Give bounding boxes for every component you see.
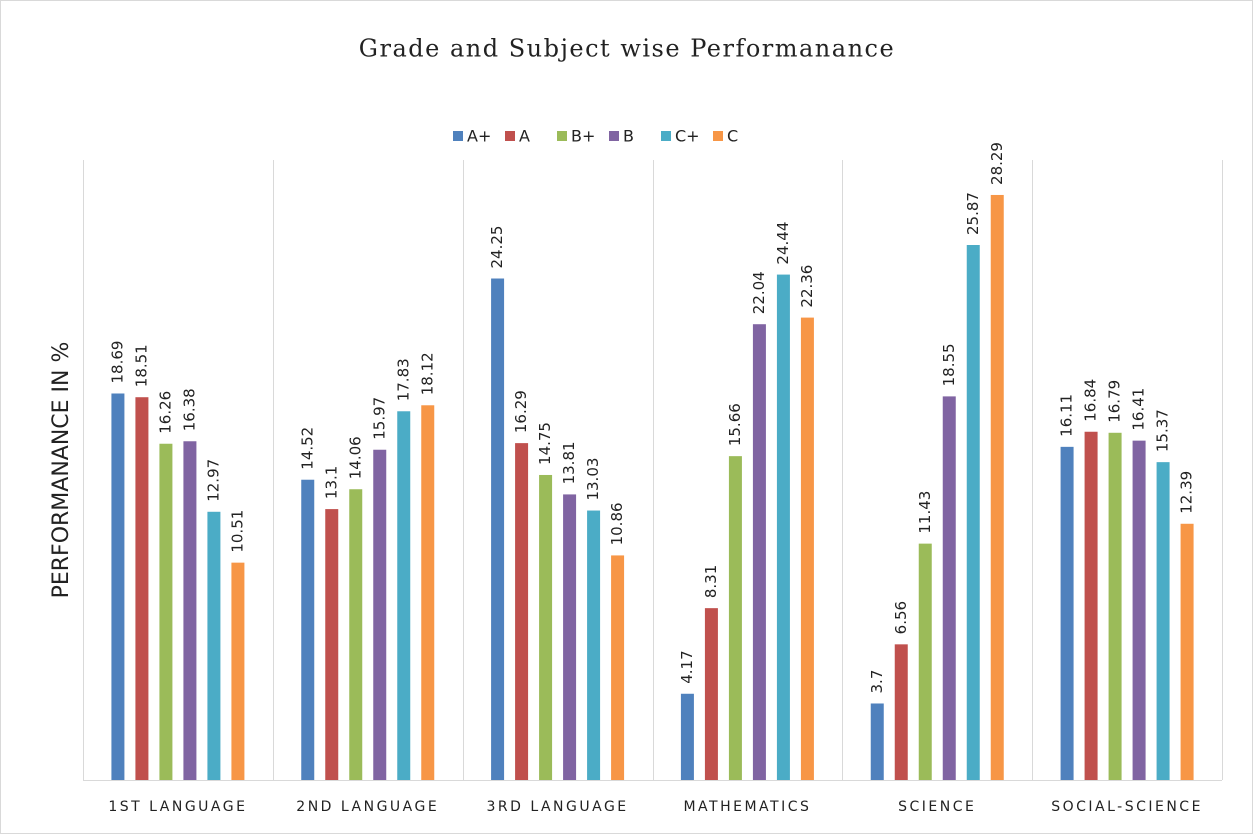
data-label: 10.86 <box>608 502 626 545</box>
bar <box>421 405 435 780</box>
bar <box>942 396 956 780</box>
data-label: 11.43 <box>916 491 934 534</box>
bar <box>870 703 884 780</box>
bar <box>349 489 363 780</box>
legend-swatch <box>453 131 463 141</box>
bar <box>918 543 932 780</box>
bar <box>491 278 505 780</box>
bar <box>135 397 149 780</box>
bar <box>800 317 814 780</box>
data-label: 24.25 <box>488 226 506 269</box>
data-label: 16.11 <box>1058 394 1076 437</box>
data-label: 16.29 <box>512 390 530 433</box>
data-label: 22.36 <box>798 265 816 308</box>
legend-label: A+ <box>467 127 491 146</box>
bar <box>373 449 387 780</box>
bar <box>539 474 553 780</box>
legend-swatch <box>557 131 567 141</box>
bar <box>111 393 125 780</box>
data-label: 18.69 <box>108 341 126 384</box>
bar <box>231 562 245 780</box>
data-label: 22.04 <box>750 271 768 314</box>
data-label: 28.29 <box>988 142 1006 185</box>
bar <box>1180 523 1194 780</box>
bar <box>680 693 694 780</box>
data-label: 15.97 <box>370 397 388 440</box>
bar <box>704 608 718 780</box>
bar <box>966 245 980 780</box>
data-label: 16.26 <box>156 391 174 434</box>
data-label: 13.03 <box>584 458 602 501</box>
legend-swatch <box>661 131 671 141</box>
legend-label: C <box>727 127 738 146</box>
data-label: 3.7 <box>868 670 886 694</box>
data-label: 6.56 <box>892 601 910 634</box>
data-label: 15.37 <box>1154 409 1172 452</box>
data-label: 24.44 <box>774 222 792 265</box>
data-label: 12.97 <box>204 459 222 502</box>
data-label: 14.06 <box>346 436 364 479</box>
legend-label: B <box>623 127 634 146</box>
data-label: 16.79 <box>1106 380 1124 423</box>
legend-swatch <box>609 131 619 141</box>
legend-label: A <box>519 127 530 146</box>
y-axis-label: PERFORMANANCE IN % <box>49 342 74 599</box>
data-label: 16.41 <box>1130 388 1148 431</box>
data-label: 16.38 <box>180 388 198 431</box>
x-tick-label: SOCIAL-SCIENCE <box>1051 799 1203 815</box>
data-label: 15.66 <box>726 403 744 446</box>
bar <box>1060 446 1074 780</box>
x-tick-label: SCIENCE <box>898 799 976 815</box>
legend-swatch <box>713 131 723 141</box>
bar <box>587 510 601 780</box>
bar <box>515 443 529 780</box>
data-label: 25.87 <box>964 192 982 235</box>
data-label: 13.81 <box>560 441 578 484</box>
bar <box>611 555 625 780</box>
bar <box>728 456 742 780</box>
data-label: 10.51 <box>228 510 246 553</box>
legend-label: C+ <box>675 127 700 146</box>
x-tick-label: MATHEMATICS <box>683 799 811 815</box>
x-tick-label: 1ST LANGUAGE <box>108 799 247 815</box>
data-label: 8.31 <box>702 565 720 598</box>
bar <box>301 479 315 780</box>
legend-label: B+ <box>571 127 595 146</box>
bar <box>776 274 790 780</box>
bar <box>159 443 173 780</box>
data-label: 18.55 <box>940 343 958 386</box>
data-label: 4.17 <box>678 650 696 683</box>
bar <box>1084 431 1098 780</box>
bar <box>397 411 411 780</box>
data-label: 18.12 <box>418 352 436 395</box>
data-label: 18.51 <box>132 344 150 387</box>
bar <box>990 194 1004 781</box>
data-label: 13.1 <box>322 466 340 499</box>
bar <box>325 509 339 780</box>
bar <box>752 324 766 780</box>
data-label: 16.84 <box>1082 379 1100 422</box>
bar <box>1108 432 1122 780</box>
bar <box>894 644 908 780</box>
data-label: 12.39 <box>1178 471 1196 514</box>
bar <box>1156 462 1170 780</box>
x-tick-label: 3RD LANGUAGE <box>486 799 628 815</box>
x-tick-label: 2ND LANGUAGE <box>296 799 439 815</box>
legend-swatch <box>505 131 515 141</box>
bar <box>563 494 577 780</box>
bar <box>183 441 197 780</box>
chart-title: Grade and Subject wise Performanance <box>359 35 895 63</box>
bar <box>1132 440 1146 780</box>
data-label: 17.83 <box>394 358 412 401</box>
bar <box>207 511 221 780</box>
data-label: 14.75 <box>536 422 554 465</box>
data-label: 14.52 <box>298 427 316 470</box>
